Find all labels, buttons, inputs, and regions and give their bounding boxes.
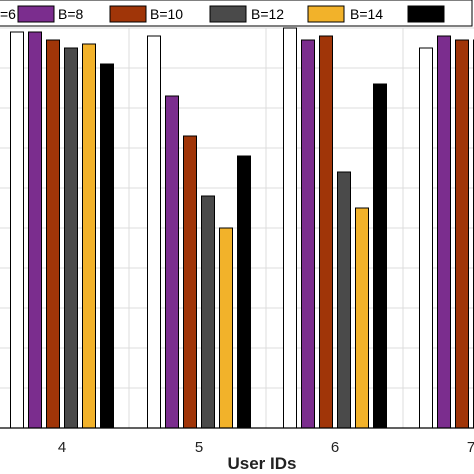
legend-label: B=12 <box>251 6 284 22</box>
x-tick-label: 5 <box>195 439 203 456</box>
legend-label: B=14 <box>350 6 383 22</box>
bar-B12-user-5 <box>201 195 215 429</box>
bar-B6-user-7 <box>419 47 433 429</box>
x-tick-label: 6 <box>331 439 339 456</box>
bar-B6-user-4 <box>10 31 24 429</box>
x-tick-label: 4 <box>58 439 66 456</box>
legend-label: =6 <box>0 6 16 22</box>
legend-swatch-B14 <box>307 5 345 23</box>
bar-B10-user-7 <box>455 39 469 429</box>
legend-swatch-B16 <box>407 5 445 23</box>
bar-B10-user-5 <box>183 135 197 429</box>
bar-B14-user-5 <box>219 227 233 429</box>
legend-label: B=10 <box>150 6 183 22</box>
bar-B8-user-4 <box>28 31 42 429</box>
x-tick-label: 7 <box>467 439 474 456</box>
bar-B8-user-5 <box>165 95 179 429</box>
legend-swatch-B10 <box>109 5 147 23</box>
bar-B6-user-6 <box>283 27 297 429</box>
bar-B16-user-6 <box>373 83 387 429</box>
bar-B12-user-4 <box>64 47 78 429</box>
bar-B16-user-4 <box>100 63 114 429</box>
x-axis-title: User IDs <box>228 454 297 473</box>
bar-B12-user-6 <box>337 171 351 429</box>
bar-B8-user-6 <box>301 39 315 429</box>
bar-B14-user-4 <box>82 43 96 429</box>
legend-swatch-B8 <box>17 5 55 23</box>
bar-B10-user-6 <box>319 35 333 429</box>
x-tick-labels: 4 5 6 7 <box>58 439 474 456</box>
bar-B10-user-4 <box>46 39 60 429</box>
legend: =6 B=8 B=10 B=12 B=14 <box>0 0 473 27</box>
bar-B14-user-6 <box>355 207 369 429</box>
bar-B16-user-5 <box>237 155 251 429</box>
bar-B6-user-5 <box>147 35 161 429</box>
bar-B8-user-7 <box>437 35 451 429</box>
legend-label: B=8 <box>58 6 84 22</box>
legend-swatch-B12 <box>209 5 247 23</box>
